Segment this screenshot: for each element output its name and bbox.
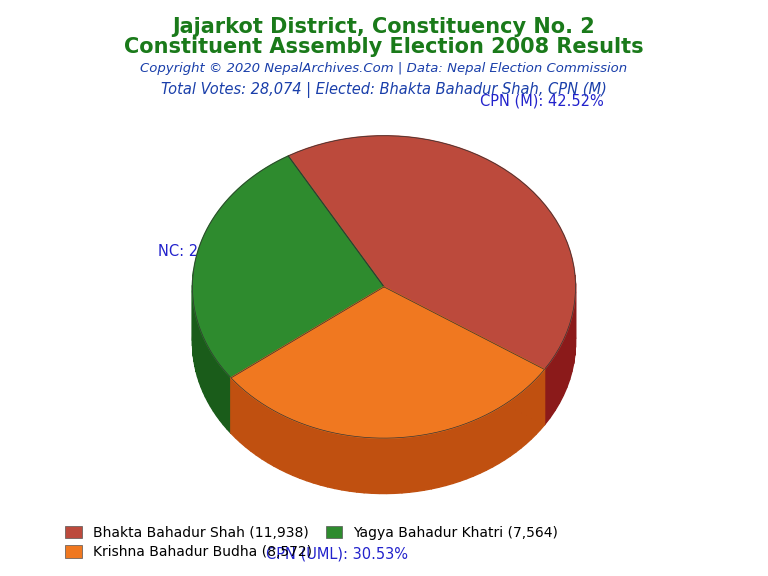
Polygon shape [372, 438, 379, 494]
Polygon shape [416, 435, 424, 491]
Polygon shape [402, 437, 409, 493]
Polygon shape [384, 287, 545, 425]
Polygon shape [293, 420, 300, 478]
Polygon shape [210, 351, 214, 411]
Text: Constituent Assembly Election 2008 Results: Constituent Assembly Election 2008 Resul… [124, 37, 644, 58]
Polygon shape [342, 434, 349, 491]
Text: CPN (M): 42.52%: CPN (M): 42.52% [479, 94, 604, 109]
Polygon shape [432, 432, 439, 489]
Polygon shape [262, 404, 268, 463]
Polygon shape [567, 324, 570, 388]
Text: Jajarkot District, Constituency No. 2: Jajarkot District, Constituency No. 2 [173, 17, 595, 37]
Polygon shape [439, 430, 445, 487]
Text: Copyright © 2020 NepalArchives.Com | Data: Nepal Election Commission: Copyright © 2020 NepalArchives.Com | Dat… [141, 62, 627, 75]
Polygon shape [313, 427, 320, 485]
Polygon shape [236, 382, 240, 442]
Polygon shape [217, 361, 220, 420]
Polygon shape [274, 411, 280, 469]
Polygon shape [452, 426, 460, 483]
Polygon shape [536, 374, 540, 434]
Polygon shape [550, 355, 555, 418]
Polygon shape [492, 408, 498, 467]
Polygon shape [424, 433, 432, 490]
Polygon shape [516, 392, 521, 452]
Polygon shape [364, 437, 372, 493]
Polygon shape [196, 316, 197, 377]
Polygon shape [521, 388, 526, 448]
Polygon shape [201, 332, 203, 392]
Text: CPN (UML): 30.53%: CPN (UML): 30.53% [266, 547, 409, 562]
Polygon shape [394, 437, 402, 493]
Polygon shape [240, 387, 246, 447]
Polygon shape [320, 430, 328, 487]
Polygon shape [328, 431, 335, 488]
Polygon shape [227, 374, 231, 433]
Polygon shape [193, 156, 384, 378]
Polygon shape [208, 346, 210, 407]
Text: NC: 26.94%: NC: 26.94% [158, 244, 244, 259]
Polygon shape [286, 417, 293, 475]
Polygon shape [498, 404, 505, 464]
Polygon shape [231, 287, 545, 438]
Polygon shape [460, 423, 466, 482]
Polygon shape [231, 287, 384, 433]
Polygon shape [563, 332, 567, 396]
Polygon shape [306, 425, 313, 483]
Polygon shape [473, 418, 480, 476]
Polygon shape [486, 412, 492, 470]
Polygon shape [195, 311, 196, 372]
Polygon shape [555, 348, 559, 411]
Polygon shape [280, 414, 286, 472]
Polygon shape [531, 379, 536, 439]
Polygon shape [357, 437, 364, 492]
Polygon shape [384, 287, 545, 425]
Polygon shape [480, 415, 486, 473]
Polygon shape [205, 342, 208, 402]
Polygon shape [231, 287, 384, 433]
Polygon shape [194, 306, 195, 367]
Text: Total Votes: 28,074 | Elected: Bhakta Bahadur Shah, CPN (M): Total Votes: 28,074 | Elected: Bhakta Ba… [161, 82, 607, 98]
Polygon shape [445, 428, 452, 486]
Polygon shape [335, 433, 342, 490]
Polygon shape [246, 392, 251, 451]
Polygon shape [349, 435, 357, 492]
Polygon shape [203, 336, 205, 397]
Polygon shape [379, 438, 387, 494]
Polygon shape [570, 316, 572, 380]
Polygon shape [466, 420, 473, 479]
Polygon shape [540, 369, 545, 430]
Polygon shape [288, 136, 575, 369]
Polygon shape [545, 362, 550, 425]
Polygon shape [300, 423, 306, 480]
Polygon shape [387, 438, 394, 494]
Polygon shape [220, 365, 223, 425]
Polygon shape [214, 356, 217, 416]
Polygon shape [505, 401, 510, 460]
Polygon shape [409, 436, 416, 492]
Polygon shape [526, 384, 531, 444]
Polygon shape [268, 407, 274, 466]
Polygon shape [197, 321, 199, 382]
Polygon shape [572, 308, 574, 372]
Legend: Bhakta Bahadur Shah (11,938), Krishna Bahadur Budha (8,572), Yagya Bahadur Khatr: Bhakta Bahadur Shah (11,938), Krishna Ba… [61, 521, 562, 563]
Polygon shape [223, 369, 227, 429]
Polygon shape [231, 378, 236, 438]
Polygon shape [199, 327, 201, 387]
Polygon shape [251, 396, 257, 455]
Polygon shape [510, 397, 516, 456]
Polygon shape [257, 400, 262, 459]
Polygon shape [559, 340, 563, 403]
